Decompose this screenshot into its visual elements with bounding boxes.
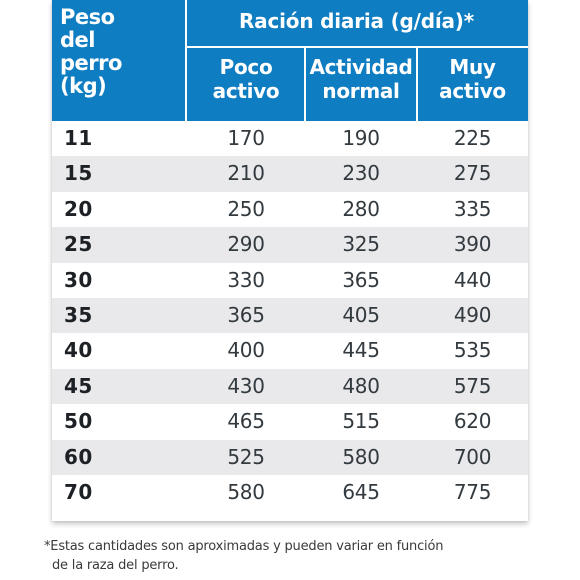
actividad-normal-cell: 480 xyxy=(342,373,380,398)
poco-activo-cell: 580 xyxy=(227,479,265,504)
table-row: 60 525 580 700 xyxy=(52,439,528,475)
weight-cell: 11 xyxy=(64,126,93,150)
weight-cell: 30 xyxy=(64,267,93,292)
poco-activo-cell: 290 xyxy=(227,232,265,257)
table-row: 15 210 230 275 xyxy=(52,156,528,192)
header-divider xyxy=(304,46,306,121)
actividad-normal-cell: 515 xyxy=(342,409,380,434)
muy-activo-cell: 700 xyxy=(453,444,492,469)
column-header-muy-activo: Muy activo xyxy=(439,55,506,103)
weight-cell: 40 xyxy=(64,338,93,363)
table-row: 35 365 405 490 xyxy=(52,297,528,334)
table-row: 40 400 445 535 xyxy=(52,333,528,368)
header-divider xyxy=(185,0,187,121)
muy-activo-cell: 390 xyxy=(453,232,492,257)
weight-cell: 20 xyxy=(64,196,93,221)
table-row: 50 465 515 620 xyxy=(52,404,528,439)
poco-activo-cell: 365 xyxy=(227,302,265,327)
muy-activo-cell: 575 xyxy=(453,373,492,398)
poco-activo-cell: 170 xyxy=(227,126,265,150)
muy-activo-cell: 490 xyxy=(453,302,492,327)
actividad-normal-cell: 230 xyxy=(342,161,380,186)
muy-activo-cell: 620 xyxy=(453,409,492,434)
table-header: Peso del perro (kg) Ración diaria (g/día… xyxy=(52,0,528,121)
footnote: *Estas cantidades son aproximadas y pued… xyxy=(44,539,444,573)
poco-activo-cell: 330 xyxy=(227,267,265,292)
weight-cell: 70 xyxy=(64,479,93,504)
table-row: 30 330 365 440 xyxy=(52,263,528,298)
table-row: 11 170 190 225 xyxy=(52,121,528,156)
poco-activo-cell: 210 xyxy=(227,161,265,186)
actividad-normal-cell: 365 xyxy=(342,267,380,292)
poco-activo-cell: 525 xyxy=(227,444,265,469)
muy-activo-cell: 535 xyxy=(453,338,492,363)
weight-cell: 35 xyxy=(64,302,93,327)
poco-activo-cell: 430 xyxy=(227,373,265,398)
weight-cell: 25 xyxy=(64,232,93,257)
actividad-normal-cell: 190 xyxy=(342,126,380,150)
poco-activo-cell: 465 xyxy=(227,409,265,434)
table-row: 70 580 645 775 xyxy=(52,475,528,510)
table-row: 20 250 280 335 xyxy=(52,192,528,227)
actividad-normal-cell: 280 xyxy=(342,196,380,221)
actividad-normal-cell: 325 xyxy=(342,232,380,257)
muy-activo-cell: 440 xyxy=(453,267,492,292)
actividad-normal-cell: 580 xyxy=(342,444,380,469)
muy-activo-cell: 335 xyxy=(453,196,492,221)
poco-activo-cell: 250 xyxy=(227,196,265,221)
muy-activo-cell: 775 xyxy=(453,479,492,504)
weight-cell: 50 xyxy=(64,409,93,434)
header-divider xyxy=(187,46,528,48)
actividad-normal-cell: 645 xyxy=(342,479,380,504)
column-header-poco-activo: Poco activo xyxy=(212,55,280,103)
daily-ration-header: Ración diaria (g/día)* xyxy=(238,9,475,33)
table-body: 11 170 190 225 15 210 230 275 20 250 280 335 25 290 32… xyxy=(52,121,528,510)
weight-cell: 15 xyxy=(64,161,93,186)
weight-cell: 45 xyxy=(64,373,93,398)
poco-activo-cell: 400 xyxy=(227,338,265,363)
actividad-normal-cell: 405 xyxy=(342,302,380,327)
ration-table-card: Peso del perro (kg) Ración diaria (g/día… xyxy=(52,0,528,521)
table-row: 25 290 325 390 xyxy=(52,227,528,263)
weight-cell: 60 xyxy=(64,444,93,469)
table-row: 45 430 480 575 xyxy=(52,368,528,405)
actividad-normal-cell: 445 xyxy=(342,338,380,363)
header-divider xyxy=(416,46,418,121)
muy-activo-cell: 275 xyxy=(453,161,492,186)
dog-weight-header: Peso del perro (kg) xyxy=(60,5,122,98)
column-header-actividad-normal: Actividad normal xyxy=(309,55,413,103)
muy-activo-cell: 225 xyxy=(453,126,492,150)
